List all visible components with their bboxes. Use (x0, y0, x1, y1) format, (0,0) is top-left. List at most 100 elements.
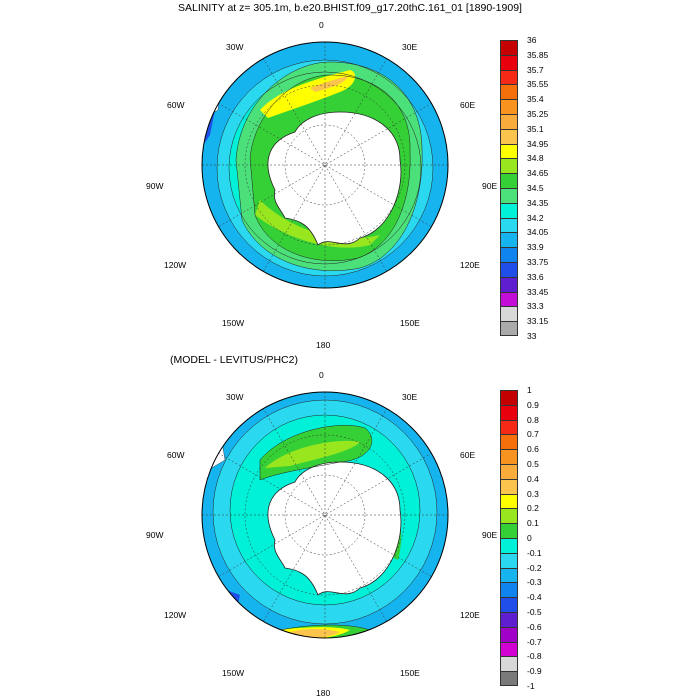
colorbar-swatch (500, 173, 518, 188)
colorbar-swatch (500, 671, 518, 686)
colorbar-tick-label: 0.3 (527, 488, 539, 499)
colorbar-swatch (500, 434, 518, 450)
lon-label-120w: 120W (164, 610, 187, 620)
colorbar-swatch (500, 247, 518, 262)
colorbar-swatch (500, 419, 518, 435)
colorbar-tick-label: 0.8 (527, 414, 539, 425)
colorbar-swatch (500, 84, 518, 100)
colorbar-tick-label: 33.45 (527, 286, 549, 297)
colorbar-swatch (500, 99, 518, 114)
colorbar-swatch (500, 390, 518, 405)
colorbar-tick-label: 34.65 (527, 168, 549, 179)
lon-label-180: 180 (316, 688, 331, 698)
colorbar-swatch (500, 306, 518, 322)
colorbar-tick-label: 1 (527, 385, 532, 395)
colorbar-swatch (500, 611, 518, 627)
lon-label-120e: 120E (460, 610, 480, 620)
lon-label-150w: 150W (222, 318, 245, 328)
colorbar-swatch (500, 113, 518, 129)
colorbar-tick-label: 34.95 (527, 138, 549, 149)
colorbar-swatch (500, 276, 518, 292)
colorbar-tick-label: 33 (527, 331, 537, 341)
lon-label-30w: 30W (226, 392, 244, 402)
lon-label-150e: 150E (400, 318, 420, 328)
colorbar-swatch (500, 597, 518, 612)
lon-label-60e: 60E (460, 450, 476, 460)
lon-label-90e: 90E (482, 530, 498, 540)
colorbar-tick-label: 0.9 (527, 399, 539, 410)
colorbar-tick-label: 34.05 (527, 227, 549, 238)
salinity-difference-polar-map (201, 391, 449, 639)
colorbar-swatch (500, 128, 518, 144)
colorbar-tick-label: -0.8 (527, 651, 542, 662)
colorbar-swatch (500, 493, 518, 509)
colorbar-tick-label: 33.6 (527, 271, 544, 282)
figure-title-salinity: SALINITY at z= 305.1m, b.e20.BHIST.f09_g… (178, 2, 522, 14)
colorbar-swatch (500, 463, 518, 479)
colorbar-tick-label: -0.3 (527, 577, 542, 588)
colorbar-tick-label: 34.5 (527, 183, 544, 193)
colorbar-tick-label: 33.15 (527, 316, 549, 327)
colorbar-swatch (500, 261, 518, 277)
colorbar-swatch (500, 143, 518, 159)
colorbar-tick-label: 35.85 (527, 49, 549, 60)
colorbar-swatch (500, 321, 518, 336)
lon-label-90w: 90W (146, 181, 164, 191)
colorbar-swatch (500, 217, 518, 233)
colorbar-tick-label: 34.35 (527, 197, 549, 208)
colorbar-tick-label: 0.2 (527, 503, 539, 514)
colorbar-swatch (500, 69, 518, 85)
colorbar-tick-label: 34.2 (527, 212, 544, 223)
lon-label-180: 180 (316, 340, 331, 350)
colorbar-tick-label: 0.6 (527, 444, 539, 455)
colorbar-tick-label: 36 (527, 35, 537, 45)
colorbar-tick-label: 33.3 (527, 301, 544, 312)
lon-label-60e: 60E (460, 100, 476, 110)
lon-label-0: 0 (319, 370, 324, 380)
colorbar-tick-label: 33.75 (527, 257, 549, 267)
lon-label-60w: 60W (167, 100, 185, 110)
colorbar-swatch (500, 537, 518, 553)
colorbar-tick-label: -0.7 (527, 636, 542, 647)
colorbar-swatch (500, 478, 518, 494)
colorbar-swatch (500, 202, 518, 218)
colorbar-tick-label: 35.25 (527, 109, 549, 119)
figure-title-difference: (MODEL - LEVITUS/PHC2) (170, 354, 298, 366)
lon-label-120w: 120W (164, 260, 187, 270)
colorbar-tick-label: -0.2 (527, 562, 542, 573)
colorbar-swatch (500, 40, 518, 55)
colorbar-tick-label: -0.4 (527, 592, 542, 603)
colorbar-swatch (500, 567, 518, 583)
colorbar-swatch (500, 232, 518, 248)
colorbar-tick-label: 35.4 (527, 94, 544, 105)
lon-label-30w: 30W (226, 42, 244, 52)
colorbar-swatch (500, 158, 518, 174)
colorbar-tick-label: 35.7 (527, 64, 544, 75)
lon-label-120e: 120E (460, 260, 480, 270)
colorbar-swatch (500, 449, 518, 464)
salinity-polar-map (201, 41, 449, 289)
colorbar-tick-label: -0.6 (527, 621, 542, 632)
colorbar-tick-label: 35.55 (527, 79, 549, 90)
lon-label-90w: 90W (146, 530, 164, 540)
lon-label-30e: 30E (402, 392, 418, 402)
colorbar-tick-label: 0.7 (527, 429, 539, 440)
colorbar-swatch (500, 582, 518, 598)
lon-label-0: 0 (319, 20, 324, 30)
colorbar-tick-label: 33.9 (527, 242, 544, 253)
colorbar-tick-label: 35.1 (527, 123, 544, 134)
colorbar-swatch (500, 291, 518, 307)
colorbar-swatch (500, 656, 518, 672)
lon-label-30e: 30E (402, 42, 418, 52)
colorbar-tick-label: 0.4 (527, 473, 539, 484)
colorbar-swatch (500, 641, 518, 657)
lon-label-90e: 90E (482, 181, 498, 191)
lon-label-150e: 150E (400, 668, 420, 678)
colorbar-swatch (500, 552, 518, 568)
colorbar-swatch (500, 508, 518, 524)
colorbar-tick-label: 0.5 (527, 459, 539, 469)
colorbar-tick-label: -0.9 (527, 666, 542, 677)
colorbar-swatch (500, 523, 518, 538)
colorbar-tick-label: -0.1 (527, 547, 542, 558)
colorbar-tick-label: -1 (527, 681, 535, 691)
